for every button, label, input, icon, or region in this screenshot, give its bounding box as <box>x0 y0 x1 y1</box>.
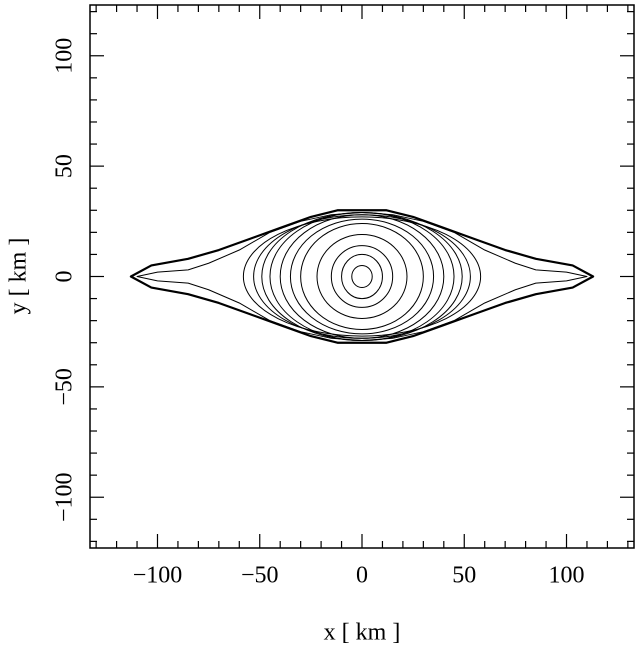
contour-ring <box>261 211 463 342</box>
contour-ring <box>289 218 435 335</box>
y-tick-label: 50 <box>52 154 78 178</box>
x-tick-label: 100 <box>549 563 585 589</box>
x-tick-label: 50 <box>452 563 476 589</box>
contour-ring <box>330 245 394 308</box>
contour-line <box>129 209 595 344</box>
x-tick-label: −100 <box>133 563 183 589</box>
plot-frame <box>89 4 635 549</box>
contour-ring <box>269 211 455 342</box>
y-tick-label: −100 <box>52 472 78 522</box>
y-tick-label: 100 <box>52 38 78 74</box>
contour-ring <box>242 216 482 337</box>
contour-line <box>136 211 588 342</box>
x-tick-label: 0 <box>356 563 368 589</box>
x-tick-label: −50 <box>241 563 279 589</box>
contour-ring <box>279 214 445 339</box>
contour-ring <box>341 253 383 300</box>
contour-ring <box>300 223 424 330</box>
x-axis-label: x [ km ] <box>324 620 401 646</box>
y-axis-label: y [ km ] <box>6 238 32 315</box>
contour-ring <box>316 234 408 319</box>
contour-ring <box>253 214 471 339</box>
y-tick-label: 0 <box>52 271 78 283</box>
y-tick-label: −50 <box>52 368 78 406</box>
contour-ring <box>351 264 373 289</box>
